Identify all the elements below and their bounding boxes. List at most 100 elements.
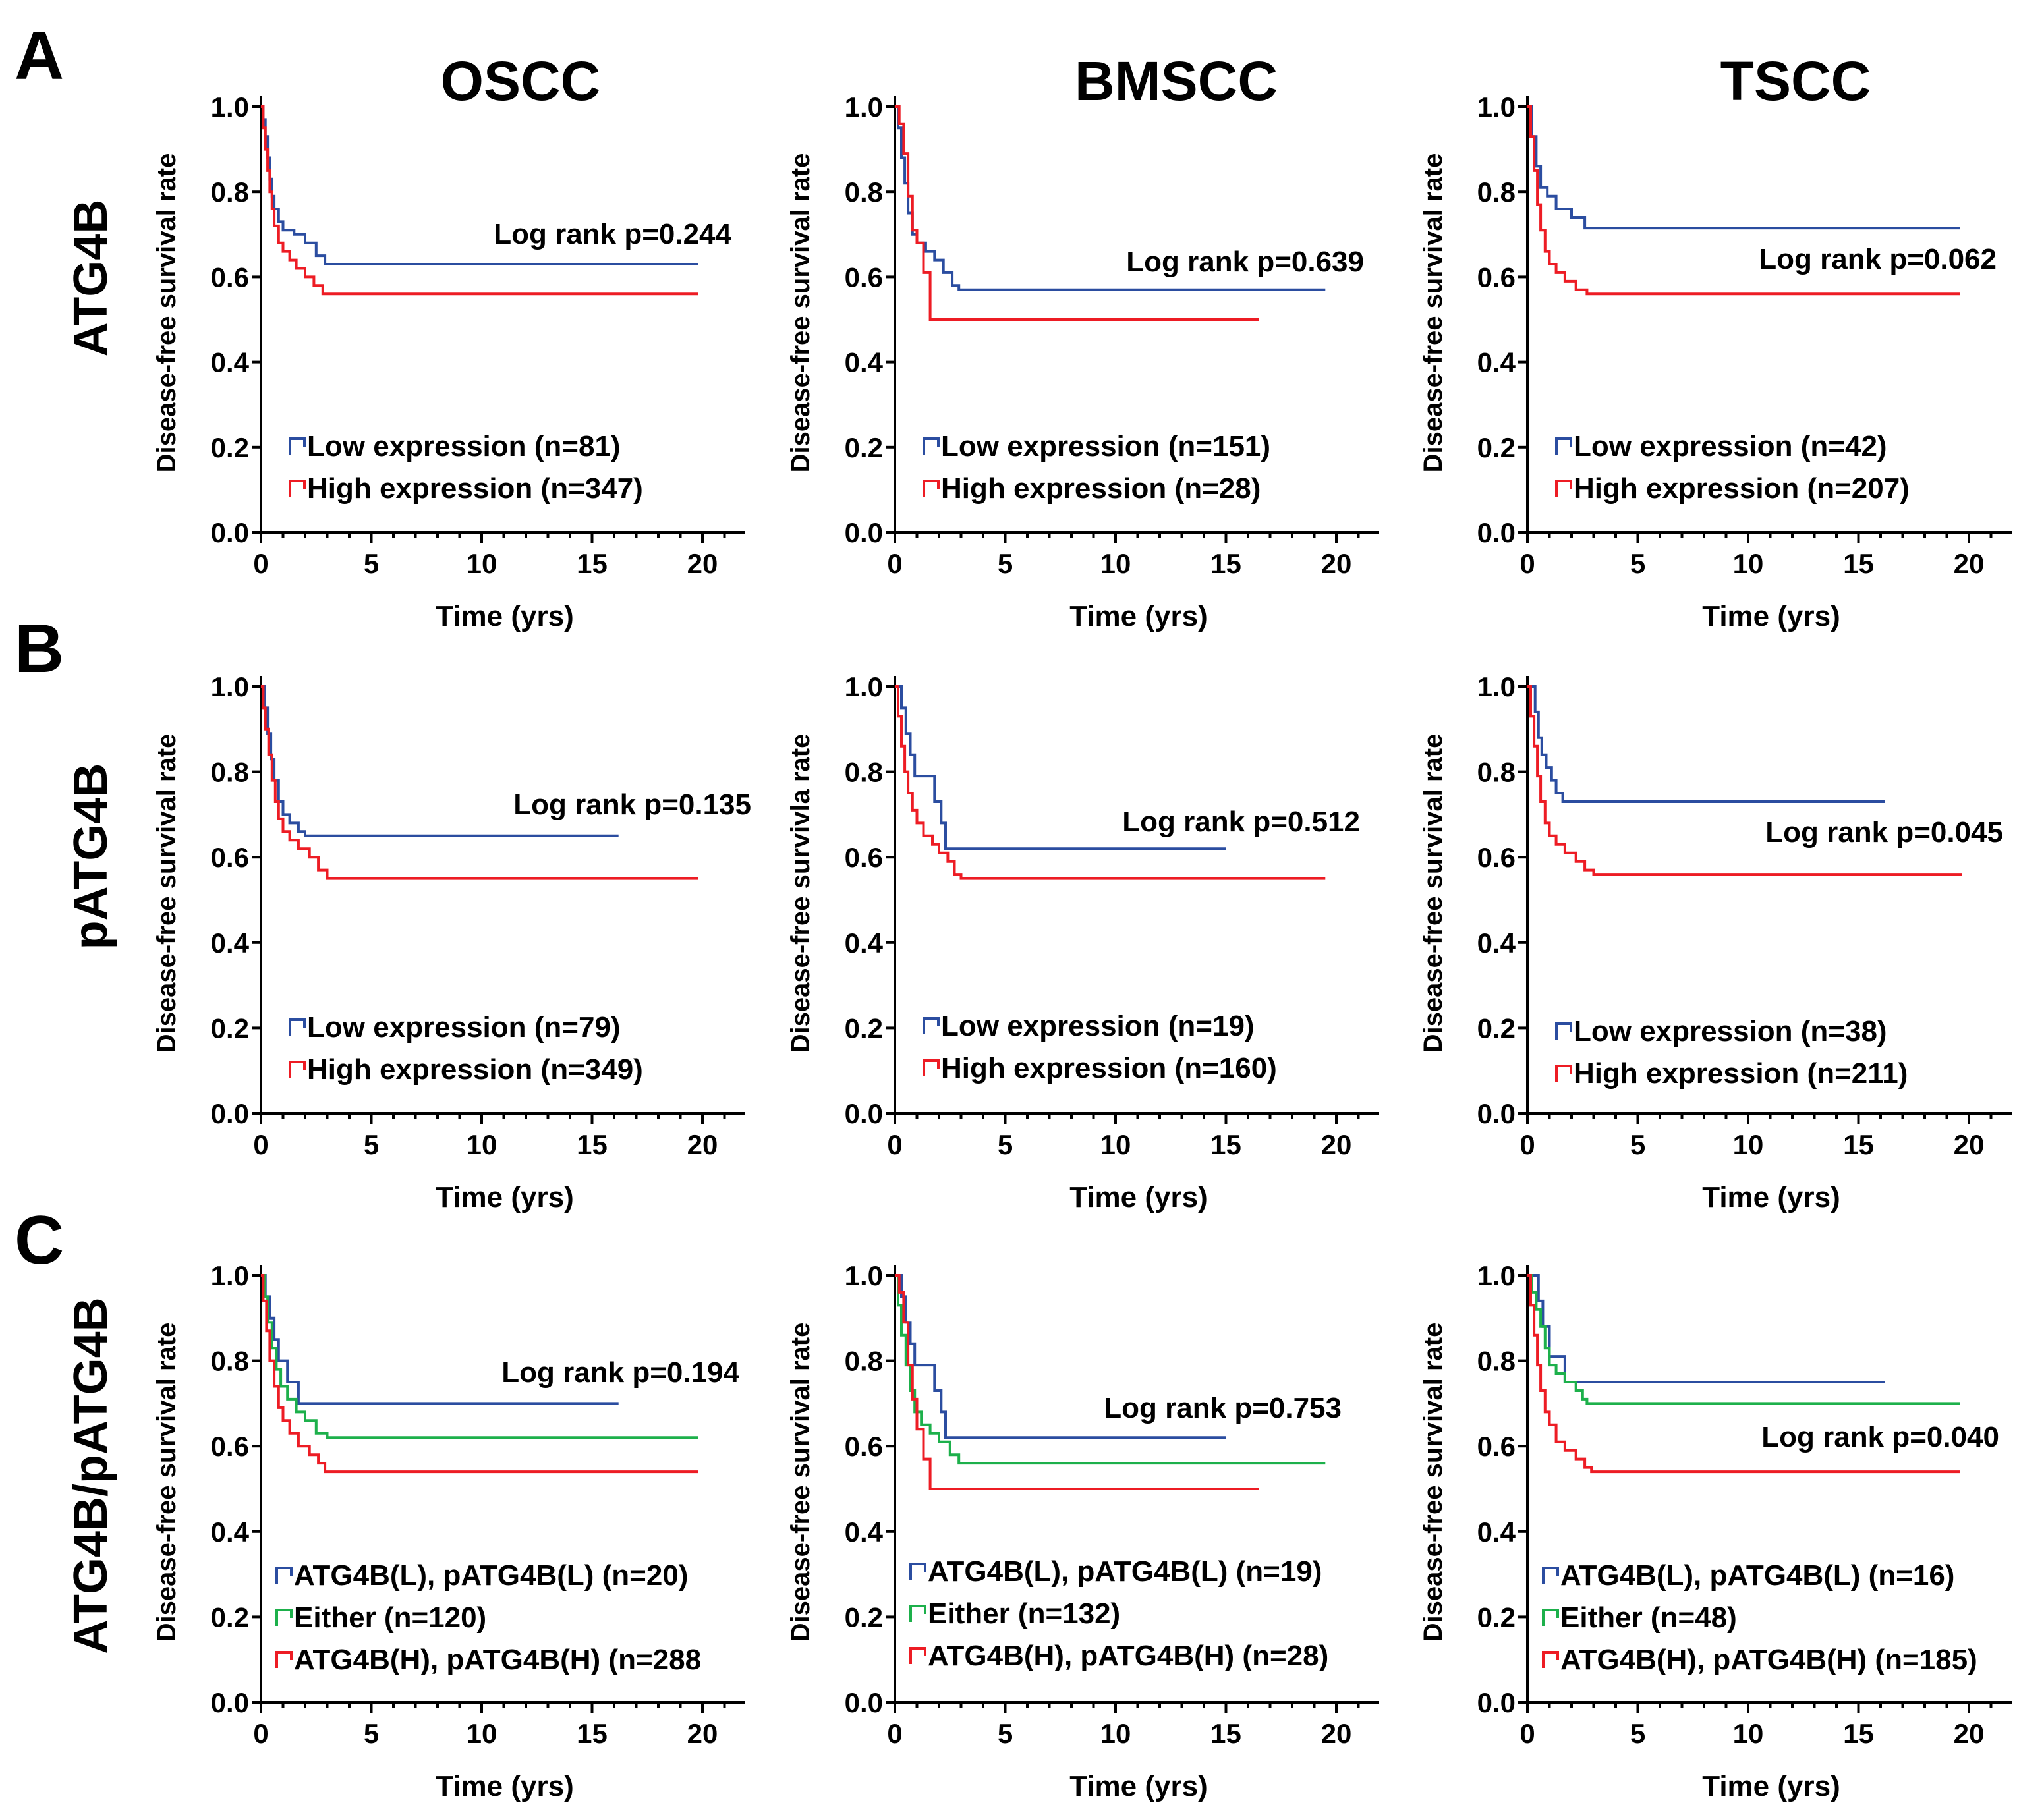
x-tick-label: 20 (687, 1718, 718, 1749)
legend-entry: ATG4B(L), pATG4B(L) (n=20) (294, 1559, 688, 1592)
x-tick-label: 10 (467, 1129, 497, 1160)
y-tick-label: 0.8 (1477, 757, 1516, 788)
x-axis-label: Time (yrs) (1702, 600, 1840, 632)
y-tick-label: 0.2 (1477, 432, 1516, 463)
log-rank-p-value: Log rank p=0.244 (494, 218, 731, 250)
x-tick-label: 15 (1210, 1718, 1241, 1749)
survival-chart-a-3: 0.0 0.2 0.4 0.6 0.8 1.0 0 5 10 15 20 Time (yrs) Dise… (1419, 92, 2012, 632)
legend-entry: Low expression (n=151) (941, 430, 1270, 462)
log-rank-p-value: Log rank p=0.753 (1104, 1392, 1342, 1424)
y-tick-label: 0.8 (845, 177, 883, 208)
survival-curve-1 (1527, 105, 1960, 230)
survival-curve-2 (895, 105, 1259, 321)
x-tick-label: 20 (687, 548, 718, 579)
survival-curve-2 (895, 685, 1326, 880)
legend-entry: ATG4B(L), pATG4B(L) (n=16) (1560, 1559, 1954, 1592)
y-tick-label: 0.2 (845, 432, 883, 463)
x-tick-label: 0 (253, 1718, 268, 1749)
x-tick-label: 20 (1321, 548, 1352, 579)
y-tick-label: 1.0 (1477, 92, 1516, 123)
legend-entry: Low expression (n=38) (1574, 1015, 1887, 1047)
y-tick-label: 0.0 (1477, 517, 1516, 548)
legend-swatch (1542, 1651, 1559, 1668)
axis-lines (1526, 1265, 2012, 1704)
legend-swatch (923, 1059, 940, 1076)
x-tick-label: 5 (998, 1129, 1013, 1160)
log-rank-p-value: Log rank p=0.062 (1759, 243, 1997, 275)
x-tick-label: 10 (467, 548, 497, 579)
survival-chart-b-3: 0.0 0.2 0.4 0.6 0.8 1.0 0 5 10 15 20 Time (yrs) Dise… (1419, 671, 2012, 1213)
column-title-tscc: TSCC (1720, 50, 1871, 112)
y-tick-label: 0.8 (845, 757, 883, 788)
legend-swatch (923, 480, 940, 497)
row-label-patg4b: pATG4B (65, 764, 117, 950)
survival-curve-2 (1527, 685, 1962, 876)
x-axis-label: Time (yrs) (1069, 600, 1208, 632)
y-tick-label: 0.6 (211, 1431, 249, 1462)
x-tick-label: 0 (253, 548, 268, 579)
legend-entry: ATG4B(H), pATG4B(H) (n=28) (928, 1640, 1328, 1672)
x-tick-label: 5 (364, 1129, 379, 1160)
legend-swatch (923, 437, 940, 455)
y-tick-label: 0.0 (1477, 1687, 1516, 1718)
y-tick-label: 0.8 (211, 757, 249, 788)
x-tick-label: 5 (364, 548, 379, 579)
y-tick-label: 0.4 (1477, 1517, 1516, 1547)
legend-entry: Either (n=120) (294, 1601, 486, 1634)
x-tick-label: 15 (1843, 1718, 1874, 1749)
log-rank-p-value: Log rank p=0.639 (1126, 246, 1364, 278)
x-tick-label: 15 (1210, 548, 1241, 579)
survival-curve-1 (895, 685, 1226, 850)
x-tick-label: 10 (1733, 1718, 1764, 1749)
x-tick-label: 15 (577, 1718, 608, 1749)
y-tick-label: 0.0 (211, 517, 249, 548)
legend-swatch (1542, 1567, 1559, 1584)
survival-chart-b-1: 0.0 0.2 0.4 0.6 0.8 1.0 0 5 10 15 20 Time (yrs) Dise… (152, 671, 751, 1213)
legend-entry: High expression (n=349) (307, 1053, 643, 1086)
x-tick-label: 5 (364, 1718, 379, 1749)
log-rank-p-value: Log rank p=0.512 (1122, 806, 1360, 838)
y-tick-label: 0.6 (1477, 262, 1516, 292)
y-tick-label: 0.8 (211, 177, 249, 208)
axis-lines (260, 676, 745, 1115)
y-axis-label: Disease-free survival rate (152, 734, 181, 1053)
panel-letter-b: B (14, 611, 64, 687)
row-label-atg4b-patg4b: ATG4B/pATG4B (65, 1297, 117, 1654)
y-axis-label: Disease-free survival rate (152, 153, 181, 473)
x-axis-label: Time (yrs) (1702, 1181, 1840, 1213)
legend-entry: Low expression (n=42) (1574, 430, 1887, 462)
y-tick-label: 1.0 (1477, 671, 1516, 702)
row-label-atg4b: ATG4B (65, 200, 117, 357)
legend-entry: ATG4B(L), pATG4B(L) (n=19) (928, 1555, 1322, 1588)
legend-swatch (275, 1651, 293, 1668)
y-tick-label: 0.6 (1477, 1431, 1516, 1462)
survival-chart-a-1: 0.0 0.2 0.4 0.6 0.8 1.0 0 5 10 15 20 Time (yrs) Dise… (152, 92, 745, 632)
survival-curve-1 (1527, 1274, 1885, 1383)
y-axis-label: Disease-free survival rate (786, 1323, 815, 1642)
y-tick-label: 0.4 (1477, 347, 1516, 378)
y-tick-label: 0.6 (845, 1431, 883, 1462)
log-rank-p-value: Log rank p=0.045 (1765, 816, 2003, 849)
y-tick-label: 0.2 (845, 1601, 883, 1632)
y-tick-label: 0.4 (845, 928, 884, 959)
y-tick-label: 0.2 (211, 1601, 249, 1632)
y-tick-label: 1.0 (211, 92, 249, 123)
x-tick-label: 15 (1843, 548, 1874, 579)
y-axis-label: Disease-free survivla rate (786, 734, 815, 1053)
y-tick-label: 0.8 (1477, 177, 1516, 208)
x-tick-label: 20 (1321, 1129, 1352, 1160)
y-tick-label: 0.0 (1477, 1098, 1516, 1129)
y-axis-label: Disease-free survival rate (786, 153, 815, 473)
y-axis-label: Disease-free survival rate (1419, 153, 1448, 473)
y-tick-label: 1.0 (845, 671, 883, 702)
x-tick-label: 5 (1630, 1718, 1645, 1749)
legend-swatch (909, 1563, 926, 1580)
x-tick-label: 10 (1100, 548, 1131, 579)
log-rank-p-value: Log rank p=0.135 (513, 789, 751, 821)
x-tick-label: 0 (887, 548, 902, 579)
legend-swatch (909, 1647, 926, 1664)
legend-swatch (289, 480, 306, 497)
y-tick-label: 0.0 (211, 1687, 249, 1718)
legend-swatch (1555, 437, 1572, 455)
